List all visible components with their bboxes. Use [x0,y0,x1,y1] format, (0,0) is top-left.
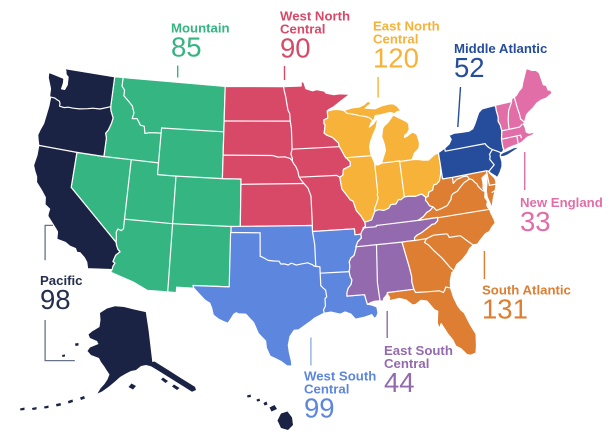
svg-text:Middle Atlantic: Middle Atlantic [454,41,547,56]
svg-text:East North: East North [373,19,440,34]
svg-text:Pacific: Pacific [40,273,83,288]
svg-text:Central: Central [384,356,429,371]
svg-text:131: 131 [482,294,528,325]
svg-text:52: 52 [454,52,485,83]
svg-text:44: 44 [384,367,415,398]
svg-text:Central: Central [280,22,325,37]
svg-text:Central: Central [304,382,349,397]
svg-text:Central: Central [373,32,418,47]
svg-text:85: 85 [171,32,202,63]
svg-text:West South: West South [304,369,376,384]
svg-text:98: 98 [40,284,71,315]
svg-text:120: 120 [373,43,419,74]
svg-text:90: 90 [280,33,311,64]
svg-text:South Atlantic: South Atlantic [482,283,571,298]
svg-text:West North: West North [280,9,350,24]
svg-text:Mountain: Mountain [171,21,230,36]
svg-text:East South: East South [384,343,453,358]
svg-text:New England: New England [520,195,603,210]
svg-text:33: 33 [520,206,551,237]
svg-text:99: 99 [304,393,335,424]
